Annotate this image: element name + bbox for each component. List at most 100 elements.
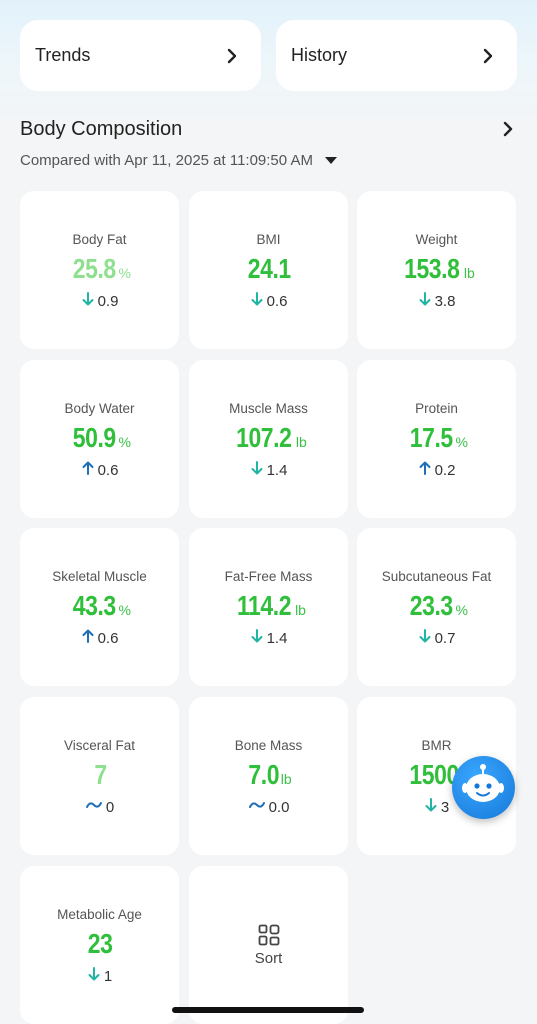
metric-delta: 0.7 bbox=[357, 628, 516, 648]
metric-unit: lb bbox=[463, 265, 475, 281]
metric-delta: 0.6 bbox=[20, 628, 179, 648]
metric-unit: % bbox=[118, 434, 131, 450]
metric-value: 24.1 bbox=[189, 253, 348, 287]
metric-unit: % bbox=[118, 265, 131, 281]
trend-down-icon bbox=[418, 628, 432, 648]
metric-number: 7.0 bbox=[248, 759, 280, 790]
metric-unit: % bbox=[455, 434, 468, 450]
assistant-button[interactable] bbox=[452, 756, 515, 819]
metric-unit: lb bbox=[280, 771, 292, 787]
metric-number: 114.2 bbox=[236, 590, 292, 621]
trend-up-icon bbox=[81, 460, 95, 480]
comparison-text: Compared with Apr 11, 2025 at 11:09:50 A… bbox=[20, 152, 313, 169]
metric-card-fat-free-mass[interactable]: Fat-Free Mass 114.2 lb 1.4 bbox=[189, 528, 348, 686]
delta-value: 0.6 bbox=[97, 461, 119, 479]
metric-number: 23.3 bbox=[409, 590, 453, 621]
metric-value: 107.2 lb bbox=[189, 422, 348, 456]
metric-value: 153.8 lb bbox=[357, 253, 516, 287]
delta-value: 0.9 bbox=[97, 292, 119, 310]
grid-sort-icon bbox=[258, 924, 280, 946]
metric-card-body-water[interactable]: Body Water 50.9% 0.6 bbox=[20, 360, 179, 518]
metric-card-subcutaneous-fat[interactable]: Subcutaneous Fat 23.3% 0.7 bbox=[357, 528, 516, 686]
sort-button[interactable]: Sort bbox=[189, 866, 348, 1024]
trend-up-icon bbox=[81, 628, 95, 648]
metric-value: 114.2 lb bbox=[189, 590, 348, 624]
metric-card-bone-mass[interactable]: Bone Mass 7.0 lb 0.0 bbox=[189, 697, 348, 855]
metric-card-metabolic-age[interactable]: Metabolic Age 23 1 bbox=[20, 866, 179, 1024]
metric-delta: 1 bbox=[20, 966, 179, 986]
metric-delta: 0.6 bbox=[189, 291, 348, 311]
metric-value: 25.8% bbox=[20, 253, 179, 287]
delta-value: 0.6 bbox=[266, 292, 288, 310]
metric-unit: lb bbox=[295, 434, 307, 450]
metric-value: 17.5% bbox=[357, 422, 516, 456]
metric-card-visceral-fat[interactable]: Visceral Fat 7 0 bbox=[20, 697, 179, 855]
metric-number: 25.8 bbox=[72, 253, 116, 284]
chevron-right-icon[interactable] bbox=[499, 120, 517, 138]
metric-unit: lb bbox=[295, 602, 306, 618]
metric-unit: % bbox=[118, 602, 131, 618]
trend-down-icon bbox=[250, 628, 264, 648]
metric-number: 50.9 bbox=[72, 422, 116, 453]
sort-label: Sort bbox=[254, 950, 283, 967]
metric-label: Fat-Free Mass bbox=[224, 569, 313, 584]
metric-delta: 0.0 bbox=[189, 797, 348, 817]
metric-number: 24.1 bbox=[247, 253, 292, 284]
trend-down-icon bbox=[87, 966, 101, 986]
metric-card-weight[interactable]: Weight 153.8 lb 3.8 bbox=[357, 191, 516, 349]
metric-delta: 0 bbox=[20, 797, 179, 817]
chevron-right-icon bbox=[227, 48, 237, 63]
metric-card-skeletal-muscle[interactable]: Skeletal Muscle 43.3% 0.6 bbox=[20, 528, 179, 686]
metric-label: Bone Mass bbox=[234, 738, 303, 753]
delta-value: 0.2 bbox=[434, 461, 456, 479]
metric-label: Metabolic Age bbox=[57, 907, 142, 922]
metric-label: Muscle Mass bbox=[229, 401, 308, 416]
trend-down-icon bbox=[424, 797, 438, 817]
metric-label: BMI bbox=[256, 232, 281, 247]
metric-number: 107.2 bbox=[236, 422, 292, 453]
metric-delta: 0.2 bbox=[357, 460, 516, 480]
metric-value: 23.3% bbox=[357, 590, 516, 624]
metric-label: Body Fat bbox=[72, 232, 127, 247]
caret-down-icon bbox=[324, 157, 337, 164]
metric-number: 153.8 bbox=[404, 253, 460, 284]
trend-down-icon bbox=[81, 291, 95, 311]
delta-value: 3 bbox=[440, 798, 450, 816]
metric-card-muscle-mass[interactable]: Muscle Mass 107.2 lb 1.4 bbox=[189, 360, 348, 518]
metric-card-body-fat[interactable]: Body Fat 25.8% 0.9 bbox=[20, 191, 179, 349]
metric-delta: 1.4 bbox=[189, 628, 348, 648]
delta-value: 0 bbox=[105, 798, 115, 816]
trend-flat-icon bbox=[248, 797, 266, 817]
metric-card-bmi[interactable]: BMI 24.1 0.6 bbox=[189, 191, 348, 349]
metric-label: Weight bbox=[415, 232, 458, 247]
metric-number: 43.3 bbox=[72, 590, 116, 621]
metric-label: Visceral Fat bbox=[63, 738, 136, 753]
history-card[interactable]: History bbox=[276, 20, 517, 91]
metric-value: 23 bbox=[20, 928, 179, 962]
metric-value: 7.0 lb bbox=[189, 759, 348, 793]
home-indicator bbox=[172, 1007, 364, 1013]
delta-value: 0.6 bbox=[97, 629, 119, 647]
metric-delta: 3.8 bbox=[357, 291, 516, 311]
metric-number: 1500 bbox=[409, 759, 459, 790]
metric-label: Body Water bbox=[64, 401, 135, 416]
metric-delta: 3 bbox=[357, 797, 516, 817]
delta-value: 1.4 bbox=[266, 629, 288, 647]
metric-value: 43.3% bbox=[20, 590, 179, 624]
metric-unit: % bbox=[455, 602, 468, 618]
delta-value: 0.0 bbox=[268, 798, 290, 816]
section-title: Body Composition bbox=[20, 118, 183, 140]
metric-label: BMR bbox=[421, 738, 452, 753]
trend-down-icon bbox=[250, 460, 264, 480]
trend-up-icon bbox=[418, 460, 432, 480]
trend-down-icon bbox=[418, 291, 432, 311]
comparison-selector[interactable]: Compared with Apr 11, 2025 at 11:09:50 A… bbox=[20, 152, 337, 169]
metric-value: 7 bbox=[20, 759, 179, 793]
metric-label: Subcutaneous Fat bbox=[381, 569, 492, 584]
trends-card[interactable]: Trends bbox=[20, 20, 261, 91]
metric-label: Protein bbox=[415, 401, 458, 416]
chevron-right-icon bbox=[483, 48, 493, 63]
metric-delta: 0.9 bbox=[20, 291, 179, 311]
delta-value: 3.8 bbox=[434, 292, 456, 310]
metric-card-protein[interactable]: Protein 17.5% 0.2 bbox=[357, 360, 516, 518]
